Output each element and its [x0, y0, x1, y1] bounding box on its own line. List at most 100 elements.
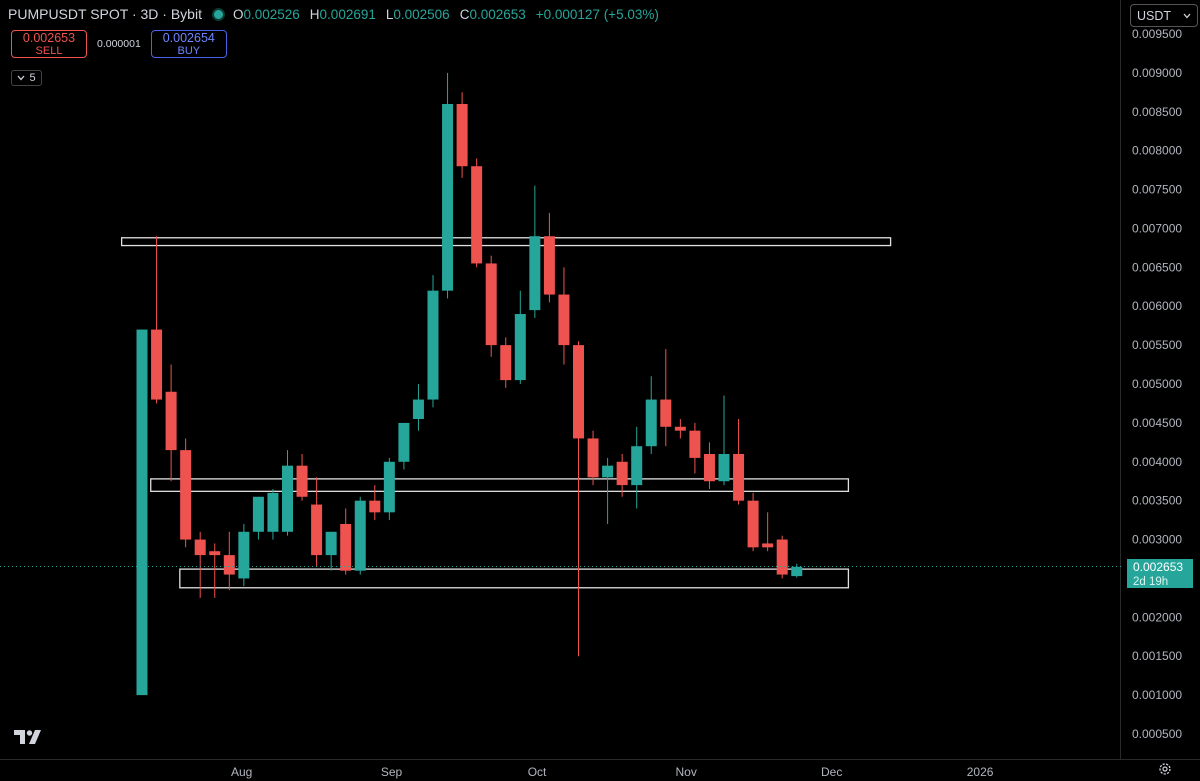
- candle[interactable]: [252, 496, 264, 540]
- zone-rectangle[interactable]: [179, 568, 850, 589]
- x-tick-label: Dec: [821, 765, 842, 779]
- candle-body: [151, 329, 163, 400]
- candle[interactable]: [602, 457, 614, 524]
- candle[interactable]: [267, 489, 279, 540]
- currency-value: USDT: [1137, 8, 1172, 23]
- x-tick-label: Aug: [231, 765, 252, 779]
- indicators-count: 5: [29, 72, 36, 84]
- candle[interactable]: [340, 508, 352, 575]
- candle[interactable]: [194, 531, 206, 598]
- candle[interactable]: [383, 457, 395, 521]
- candle[interactable]: [311, 477, 323, 567]
- candle[interactable]: [762, 512, 774, 552]
- candle[interactable]: [398, 422, 410, 470]
- candle[interactable]: [543, 212, 555, 303]
- candle[interactable]: [573, 341, 584, 657]
- y-tick-label: 0.003500: [1132, 494, 1182, 508]
- y-tick-label: 0.004500: [1132, 416, 1182, 430]
- candle[interactable]: [631, 426, 643, 509]
- candle-body: [703, 454, 715, 482]
- candle[interactable]: [674, 419, 686, 439]
- candle[interactable]: [223, 531, 235, 591]
- y-tick-label: 0.009500: [1132, 27, 1182, 41]
- candle[interactable]: [689, 422, 701, 474]
- indicators-toggle[interactable]: 5: [11, 70, 42, 86]
- candle-body: [252, 496, 264, 532]
- candle[interactable]: [645, 376, 657, 454]
- close-value: 0.002653: [469, 6, 526, 22]
- x-tick-label: Sep: [381, 765, 403, 779]
- candle[interactable]: [151, 236, 163, 404]
- candle[interactable]: [791, 563, 803, 578]
- buy-button[interactable]: 0.002654 BUY: [150, 30, 227, 58]
- candle-body: [674, 426, 686, 431]
- candle[interactable]: [136, 329, 148, 696]
- candle-body: [616, 461, 628, 486]
- y-tick-label: 0.006500: [1132, 260, 1182, 274]
- candle-body: [718, 454, 730, 482]
- candle[interactable]: [180, 438, 192, 548]
- candle[interactable]: [616, 454, 628, 497]
- candle[interactable]: [456, 92, 468, 178]
- open-label: O: [232, 6, 244, 22]
- candle-body: [689, 430, 701, 458]
- candle[interactable]: [354, 496, 366, 575]
- candle-body: [412, 399, 424, 419]
- candle[interactable]: [238, 524, 250, 587]
- candle[interactable]: [733, 419, 745, 505]
- zone-rectangle[interactable]: [150, 478, 850, 492]
- candle-body: [747, 500, 759, 548]
- candle[interactable]: [442, 72, 454, 299]
- candle[interactable]: [514, 290, 526, 384]
- candle[interactable]: [703, 442, 715, 489]
- x-tick-label: 2026: [967, 765, 994, 779]
- candle-body: [660, 399, 672, 427]
- candle[interactable]: [485, 255, 497, 357]
- last-price-value: 0.002653: [1133, 560, 1184, 574]
- candle[interactable]: [747, 492, 759, 552]
- symbol-title[interactable]: PUMPUSDT SPOT · 3D · Bybit: [8, 6, 202, 22]
- currency-select[interactable]: USDT: [1130, 4, 1198, 27]
- candle-body: [631, 446, 643, 486]
- y-tick-label: 0.005500: [1132, 338, 1182, 352]
- candle[interactable]: [718, 395, 730, 486]
- change-value: +0.000127 (+5.03%): [535, 6, 659, 22]
- x-tick-label: Nov: [675, 765, 696, 779]
- candle-body: [340, 524, 352, 571]
- candle-body: [485, 263, 497, 346]
- tradingview-logo-icon[interactable]: [14, 729, 44, 745]
- low-label: L: [385, 6, 394, 22]
- candle-body: [194, 539, 206, 556]
- candle[interactable]: [412, 384, 424, 431]
- candle[interactable]: [165, 364, 177, 482]
- candle[interactable]: [209, 543, 221, 598]
- y-tick-label: 0.008500: [1132, 105, 1182, 119]
- y-tick-label: 0.002000: [1132, 610, 1182, 624]
- candle[interactable]: [529, 185, 541, 318]
- candle[interactable]: [282, 450, 293, 536]
- close-label: C: [459, 6, 470, 22]
- candle-body: [776, 539, 788, 575]
- candle[interactable]: [471, 158, 483, 268]
- candle[interactable]: [427, 275, 439, 408]
- y-tick-label: 0.007500: [1132, 183, 1182, 197]
- open-value: 0.002526: [243, 6, 300, 22]
- candle[interactable]: [500, 337, 512, 388]
- candle-body: [587, 438, 599, 478]
- candle-body: [442, 104, 454, 291]
- zone-rectangle[interactable]: [120, 237, 892, 247]
- candle[interactable]: [660, 349, 672, 447]
- gear-icon[interactable]: [1158, 762, 1172, 776]
- candle[interactable]: [587, 430, 599, 486]
- candle[interactable]: [296, 454, 308, 501]
- candle-body: [238, 531, 250, 579]
- candle-body: [209, 551, 221, 556]
- candle[interactable]: [369, 485, 381, 521]
- candle[interactable]: [776, 535, 788, 579]
- candle[interactable]: [558, 267, 570, 365]
- sell-label: SELL: [35, 45, 63, 57]
- candle[interactable]: [325, 531, 337, 571]
- candle-body: [267, 492, 279, 532]
- sell-button[interactable]: 0.002653 SELL: [11, 30, 87, 58]
